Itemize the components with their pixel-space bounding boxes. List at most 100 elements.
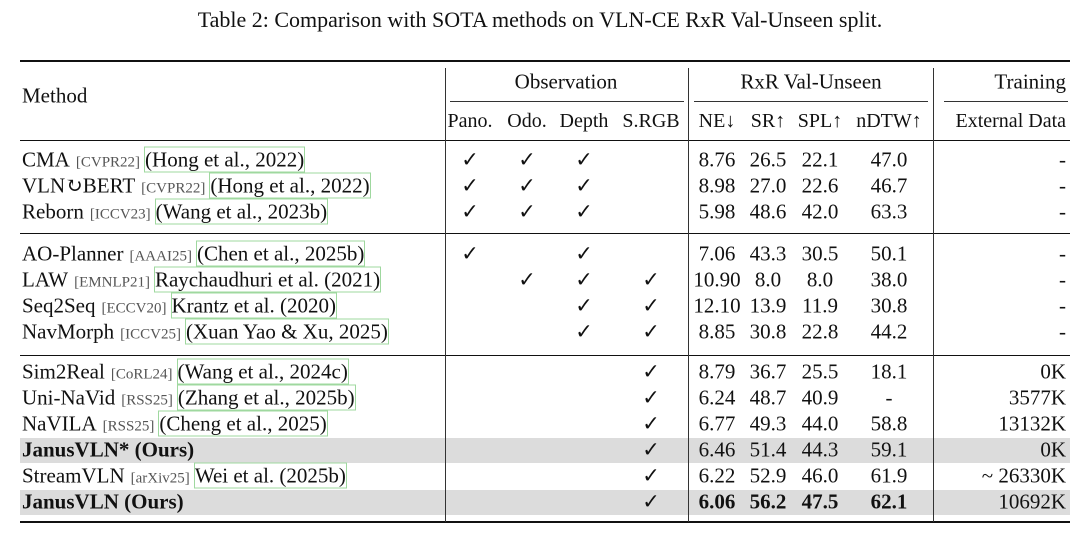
- group-header: Observation: [514, 69, 618, 94]
- cell: 62.1: [870, 489, 908, 514]
- cell: ~ 26330K: [981, 463, 1066, 488]
- check-mark: ✓: [642, 319, 660, 344]
- method-cell: Uni-NaVid [RSS25] (Zhang et al., 2025b): [22, 384, 356, 411]
- method-name: NaVILA: [22, 411, 97, 436]
- cell: -: [885, 385, 893, 410]
- method-name: Reborn: [22, 199, 84, 224]
- check-mark: ✓: [518, 173, 536, 198]
- column-header: Odo.: [507, 110, 547, 132]
- cell: 58.8: [870, 411, 908, 436]
- method-cell: StreamVLN [arXiv25] Wei et al. (2025b): [22, 462, 347, 489]
- venue: [ECCV20]: [101, 300, 167, 317]
- cell: 6.77: [698, 411, 736, 436]
- cell: 49.3: [749, 411, 787, 436]
- row-highlight: [20, 490, 1070, 515]
- venue: [ICCV25]: [120, 326, 181, 343]
- citation: Raychaudhuri et al. (2021): [153, 266, 382, 293]
- check-mark: ✓: [575, 199, 593, 224]
- check-mark: ✓: [575, 267, 593, 292]
- cell: 47.0: [870, 147, 908, 172]
- method-cell: VLN↻BERT [CVPR22] (Hong et al., 2022): [22, 172, 371, 199]
- check-mark: ✓: [575, 147, 593, 172]
- method-name: CMA: [22, 147, 70, 172]
- cell: -: [1059, 293, 1066, 318]
- check-mark: ✓: [642, 463, 660, 488]
- method-name: Uni-NaVid: [22, 385, 116, 410]
- cell: -: [1059, 147, 1066, 172]
- group-rule: [20, 355, 1070, 356]
- method-header: Method: [22, 83, 88, 108]
- cell: 40.9: [801, 385, 839, 410]
- check-mark: ✓: [461, 241, 479, 266]
- check-mark: ✓: [575, 293, 593, 318]
- cell: 10.90: [693, 267, 741, 292]
- cell: 8.0: [806, 267, 834, 292]
- method-name: JanusVLN (Ours): [22, 489, 184, 514]
- header-rule: [20, 140, 1070, 141]
- column-header: SPL↑: [797, 110, 843, 132]
- column-header: NE↓: [698, 110, 736, 132]
- check-mark: ✓: [642, 411, 660, 436]
- cell: 42.0: [801, 199, 839, 224]
- group-header: Training: [994, 69, 1066, 94]
- check-mark: ✓: [518, 199, 536, 224]
- group-underline: [450, 101, 684, 102]
- cell: 25.5: [801, 359, 839, 384]
- method-name: AO-Planner: [22, 241, 124, 266]
- cell: 13.9: [749, 293, 787, 318]
- cell: 47.5: [801, 489, 839, 514]
- venue: [RSS25]: [121, 392, 173, 409]
- column-header: SR↑: [750, 110, 786, 132]
- method-cell: Reborn [ICCV23] (Wang et al., 2023b): [22, 198, 329, 225]
- cell: 44.3: [801, 437, 839, 462]
- column-header: nDTW↑: [856, 110, 922, 132]
- column-header: Depth: [559, 110, 609, 132]
- check-mark: ✓: [642, 359, 660, 384]
- cell: 7.06: [698, 241, 736, 266]
- row-highlight: [20, 438, 1070, 463]
- column-divider: [688, 68, 689, 522]
- bottom-rule: [20, 521, 1070, 523]
- method-name: Sim2Real: [22, 359, 105, 384]
- cell: 6.24: [698, 385, 736, 410]
- cell: 8.0: [754, 267, 782, 292]
- cell: 27.0: [749, 173, 787, 198]
- method-name: LAW: [22, 267, 69, 292]
- cell: 0K: [1040, 437, 1066, 462]
- cell: -: [1059, 241, 1066, 266]
- check-mark: ✓: [575, 241, 593, 266]
- venue: [arXiv25]: [130, 470, 190, 487]
- cell: 38.0: [870, 267, 908, 292]
- method-cell: LAW [EMNLP21] Raychaudhuri et al. (2021): [22, 266, 382, 293]
- cell: 59.1: [870, 437, 908, 462]
- cell: 3577K: [1008, 385, 1066, 410]
- check-mark: ✓: [642, 437, 660, 462]
- check-mark: ✓: [518, 147, 536, 172]
- cell: -: [1059, 199, 1066, 224]
- cell: 30.8: [870, 293, 908, 318]
- citation: (Hong et al., 2022): [209, 172, 371, 199]
- group-underline: [694, 101, 928, 102]
- citation: Wei et al. (2025b): [193, 462, 347, 489]
- check-mark: ✓: [642, 293, 660, 318]
- method-name: StreamVLN: [22, 463, 125, 488]
- cell: 56.2: [749, 489, 787, 514]
- cell: 8.76: [698, 147, 736, 172]
- check-mark: ✓: [642, 489, 660, 514]
- group-header: RxR Val-Unseen: [740, 69, 882, 94]
- citation: (Cheng et al., 2025): [158, 410, 328, 437]
- cell: 44.2: [870, 319, 908, 344]
- column-header: External Data: [955, 110, 1067, 132]
- check-mark: ✓: [518, 267, 536, 292]
- cell: 13132K: [998, 411, 1066, 436]
- cell: 11.9: [802, 293, 838, 318]
- method-name: JanusVLN* (Ours): [22, 437, 195, 462]
- caption: Table 2: Comparison with SOTA methods on…: [197, 7, 883, 32]
- check-mark: ✓: [575, 319, 593, 344]
- cell: 63.3: [870, 199, 908, 224]
- column-divider: [933, 68, 934, 522]
- cell: 50.1: [870, 241, 908, 266]
- cell: 6.22: [698, 463, 736, 488]
- citation: (Chen et al., 2025b): [195, 240, 366, 267]
